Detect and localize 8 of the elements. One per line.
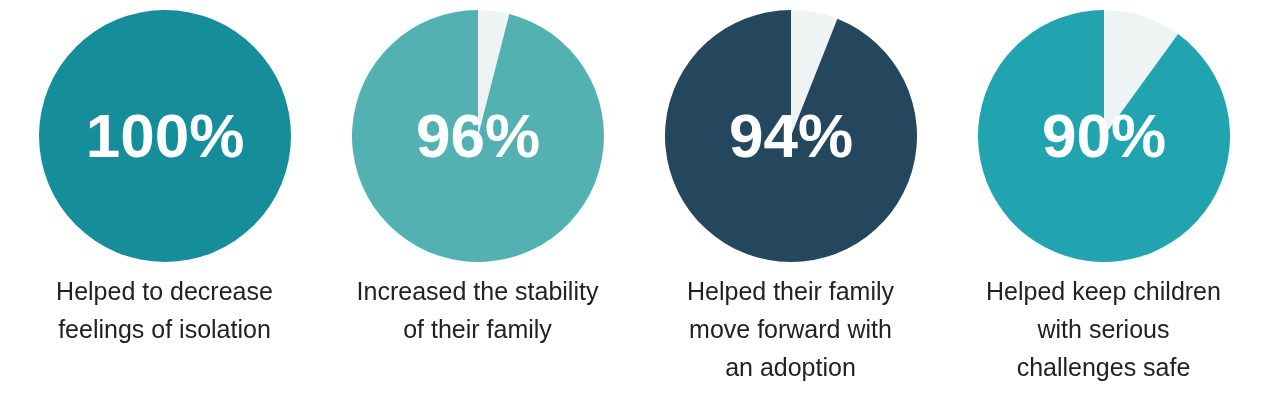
text: Helped to decrease feelings of isolation bbox=[56, 276, 273, 345]
data-label: 90% bbox=[1041, 101, 1166, 171]
data-label: 96% bbox=[415, 101, 540, 171]
text: Helped their family move forward with an adoption bbox=[686, 276, 895, 383]
text: Helped keep children with serious challenges safe bbox=[986, 276, 1221, 383]
text: Increased the stability of their family bbox=[356, 276, 599, 345]
data-label: 94% bbox=[728, 101, 853, 171]
data-label: 100% bbox=[85, 101, 244, 171]
